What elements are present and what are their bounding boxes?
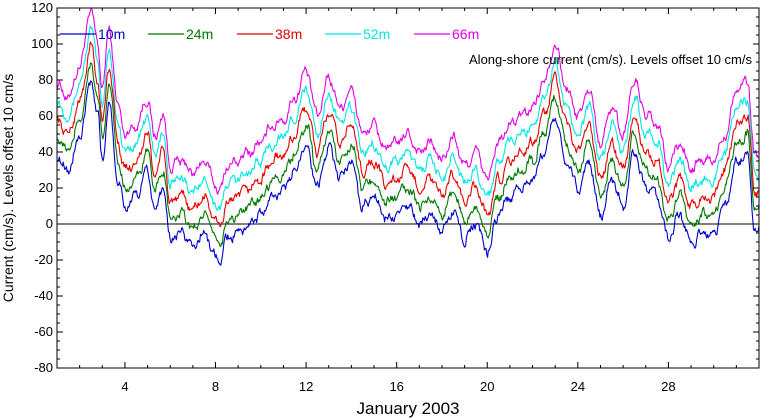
series-line-52m: [57, 25, 759, 211]
y-tick-label: 120: [31, 0, 53, 15]
y-tick-label: -80: [34, 360, 53, 375]
x-tick-label: 12: [299, 379, 313, 394]
axes: -80 -60 -40 -20 0 20 40 60 80 100 120 4 8 12 16 20 24 28: [31, 0, 760, 394]
y-axis-title: Current (cm/s). Levels offset 10 cm/s: [0, 74, 16, 302]
x-tick-label: 16: [389, 379, 403, 394]
series-line-24m: [57, 62, 759, 247]
x-tick-label: 8: [212, 379, 219, 394]
x-tick-label: 28: [661, 379, 675, 394]
legend: 10m 24m 38m 52m 66m: [60, 26, 479, 42]
y-tick-label: -60: [34, 324, 53, 339]
series-line-10m: [57, 80, 759, 266]
legend-label-10m: 10m: [98, 26, 125, 42]
y-tick-label: 100: [31, 36, 53, 51]
y-tick-label: 60: [39, 108, 53, 123]
legend-label-66m: 66m: [452, 26, 479, 42]
x-tick-label: 24: [571, 379, 585, 394]
series-line-38m: [57, 41, 759, 228]
x-tick-label: 4: [121, 379, 128, 394]
legend-label-52m: 52m: [363, 26, 390, 42]
y-tick-label: 40: [39, 144, 53, 159]
series-lines: [57, 8, 759, 266]
y-tick-label: 20: [39, 180, 53, 195]
y-tick-label: 0: [46, 216, 53, 231]
chart-annotation: Along-shore current (cm/s). Levels offse…: [469, 52, 752, 67]
y-tick-label: -20: [34, 252, 53, 267]
x-axis-title: January 2003: [356, 399, 459, 418]
x-tick-label: 20: [480, 379, 494, 394]
plot-area: [57, 8, 759, 266]
y-tick-label: 80: [39, 72, 53, 87]
legend-label-38m: 38m: [275, 26, 302, 42]
y-tick-label: -40: [34, 288, 53, 303]
series-line-66m: [57, 8, 759, 195]
legend-label-24m: 24m: [186, 26, 213, 42]
